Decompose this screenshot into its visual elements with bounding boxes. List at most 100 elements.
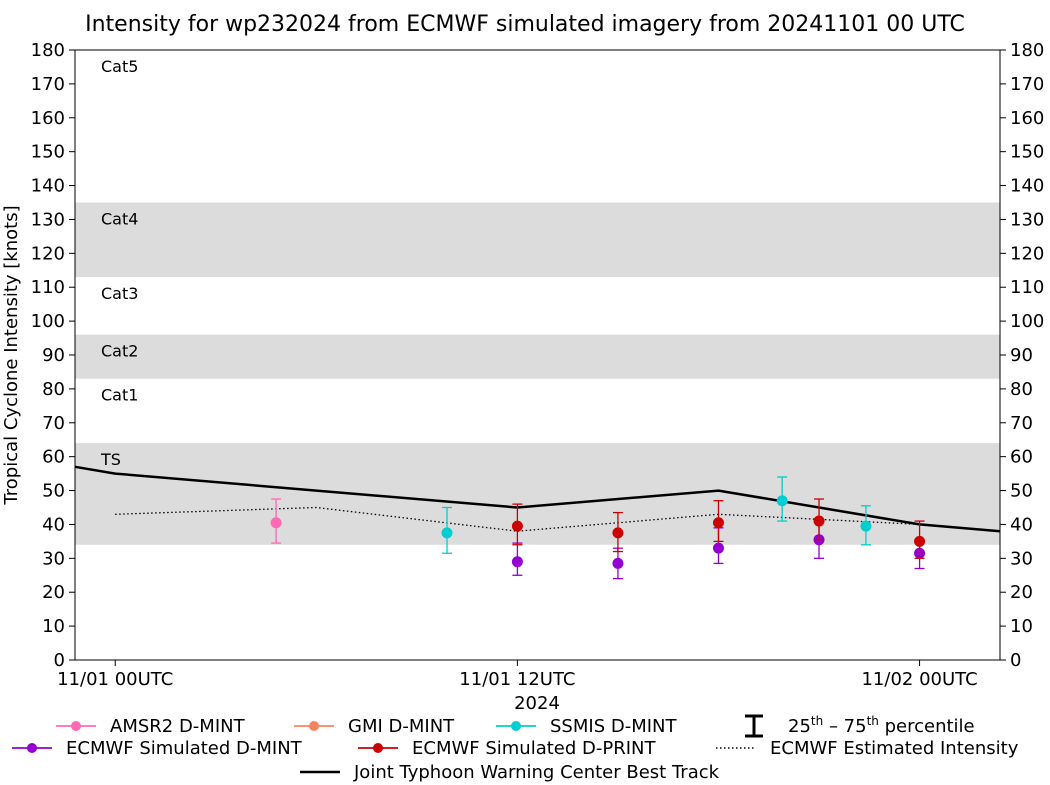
ecmwf-simulated-d-print-point [712, 500, 724, 543]
legend-item-amsr2-d-mint: AMSR2 D-MINT [56, 716, 246, 737]
data-marker [860, 520, 872, 532]
legend-label: Joint Typhoon Warning Center Best Track [353, 762, 720, 783]
y-axis-label: Tropical Cyclone Intensity [knots] [1, 205, 22, 505]
x-tick-label: 11/01 12UTC [459, 669, 575, 690]
data-marker [511, 520, 523, 532]
legend-item-ecmwf-simulated-d-mint: ECMWF Simulated D-MINT [12, 738, 303, 759]
legend-percentile-label: 25th – 75th percentile [788, 714, 975, 737]
band-label-cat5: Cat5 [101, 57, 138, 76]
y-tick-label-left: 90 [42, 345, 65, 366]
y-tick-label-left: 80 [42, 379, 65, 400]
y-tick-label-left: 150 [31, 142, 65, 163]
legend-item-ecmwf-simulated-d-print: ECMWF Simulated D-PRINT [358, 738, 657, 759]
legend-label: SSMIS D-MINT [550, 716, 677, 737]
band-cat2 [75, 334, 1000, 379]
y-tick-label-right: 170 [1010, 74, 1044, 95]
y-tick-label-right: 30 [1010, 548, 1033, 569]
y-tick-label-left: 100 [31, 311, 65, 332]
y-tick-label-right: 70 [1010, 413, 1033, 434]
y-tick-label-right: 10 [1010, 616, 1033, 637]
y-tick-label-left: 50 [42, 481, 65, 502]
ecmwf-estimated-intensity-line [115, 506, 920, 532]
legend-item-ssmis-d-mint: SSMIS D-MINT [496, 716, 677, 737]
data-marker [612, 527, 624, 539]
legend-label: ECMWF Estimated Intensity [770, 738, 1019, 759]
y-tick-label-right: 0 [1010, 650, 1021, 671]
y-tick-label-left: 180 [31, 40, 65, 61]
band-ts [75, 443, 1000, 545]
band-label-cat2: Cat2 [101, 342, 138, 361]
data-marker [712, 542, 724, 554]
category-band-labels: TS Cat1 Cat2 Cat3 Cat4 Cat5 [100, 57, 138, 469]
y-tick-label-right: 140 [1010, 176, 1044, 197]
legend-item-joint-typhoon-warning-center-best-track: Joint Typhoon Warning Center Best Track [300, 762, 720, 783]
y-axis-right: 0 10 20 30 40 50 60 70 80 90 100 110 120 130 140 150 160… [1000, 40, 1044, 671]
y-tick-label-right: 120 [1010, 243, 1044, 264]
y-tick-label-right: 20 [1010, 582, 1033, 603]
y-tick-label-left: 70 [42, 413, 65, 434]
legend-swatch-marker [309, 721, 319, 731]
data-marker [511, 556, 523, 568]
y-tick-label-right: 90 [1010, 345, 1033, 366]
band-cat4 [75, 202, 1000, 278]
data-marker [813, 515, 825, 527]
data-marker [776, 495, 788, 507]
y-tick-label-right: 130 [1010, 209, 1044, 230]
y-tick-label-right: 180 [1010, 40, 1044, 61]
data-marker [612, 557, 624, 569]
ssmis-d-mint-point [776, 476, 788, 522]
y-tick-label-left: 40 [42, 514, 65, 535]
legend-item-gmi-d-mint: GMI D-MINT [294, 716, 455, 737]
y-axis-left: 0 10 20 30 40 50 60 70 80 90 100 110 120 130 140 150 160… [31, 40, 75, 671]
x-axis-label: 2024 [514, 693, 560, 714]
legend-swatch-marker [511, 721, 521, 731]
data-marker [914, 535, 926, 547]
band-label-cat1: Cat1 [101, 386, 138, 405]
ssmis-d-mint-point [441, 506, 453, 554]
y-tick-label-left: 170 [31, 74, 65, 95]
legend-label: ECMWF Simulated D-MINT [66, 738, 303, 759]
ecmwf-simulated-d-mint-point [511, 542, 523, 576]
band-label-cat3: Cat3 [101, 284, 138, 303]
y-tick-label-right: 80 [1010, 379, 1033, 400]
y-tick-label-right: 160 [1010, 108, 1044, 129]
y-tick-label-left: 10 [42, 616, 65, 637]
points-layer [270, 476, 926, 580]
legend-swatch-marker [71, 721, 81, 731]
legend-swatch-marker [373, 743, 383, 753]
legend: AMSR2 D-MINT GMI D-MINT SSMIS D-MINTECMWF … [12, 714, 1019, 783]
y-tick-label-left: 120 [31, 243, 65, 264]
y-tick-label-left: 60 [42, 447, 65, 468]
legend-label: AMSR2 D-MINT [110, 716, 246, 737]
legend-swatch-marker [27, 743, 37, 753]
ssmis-d-mint-point [860, 505, 872, 546]
data-marker [441, 527, 453, 539]
y-tick-label-left: 110 [31, 277, 65, 298]
legend-label: ECMWF Simulated D-PRINT [412, 738, 657, 759]
ecmwf-simulated-d-print-point [612, 511, 624, 553]
ecmwf-simulated-d-print-point [914, 520, 926, 559]
y-tick-label-left: 30 [42, 548, 65, 569]
chart-title: Intensity for wp232024 from ECMWF simula… [85, 12, 965, 37]
y-tick-label-right: 110 [1010, 277, 1044, 298]
y-tick-label-right: 100 [1010, 311, 1044, 332]
x-axis: 11/01 00UTC 11/01 12UTC 11/02 00UTC [57, 660, 978, 690]
data-marker [270, 517, 282, 529]
y-tick-label-left: 130 [31, 209, 65, 230]
category-bands [75, 202, 1000, 545]
x-tick-label: 11/02 00UTC [861, 669, 977, 690]
y-tick-label-right: 50 [1010, 481, 1033, 502]
y-tick-label-right: 60 [1010, 447, 1033, 468]
ecmwf-simulated-d-print-point [813, 498, 825, 541]
band-label-ts: TS [100, 450, 121, 469]
amsr2-d-mint-point [270, 498, 282, 544]
ecmwf-simulated-d-print-point [511, 503, 523, 546]
legend-item-percentile: 25th – 75th percentile [745, 714, 975, 738]
legend-item-ecmwf-estimated-intensity: ECMWF Estimated Intensity [716, 738, 1019, 759]
y-tick-label-left: 0 [54, 650, 65, 671]
y-tick-label-right: 150 [1010, 142, 1044, 163]
data-marker [712, 517, 724, 529]
legend-label: GMI D-MINT [348, 716, 455, 737]
y-tick-label-left: 140 [31, 176, 65, 197]
